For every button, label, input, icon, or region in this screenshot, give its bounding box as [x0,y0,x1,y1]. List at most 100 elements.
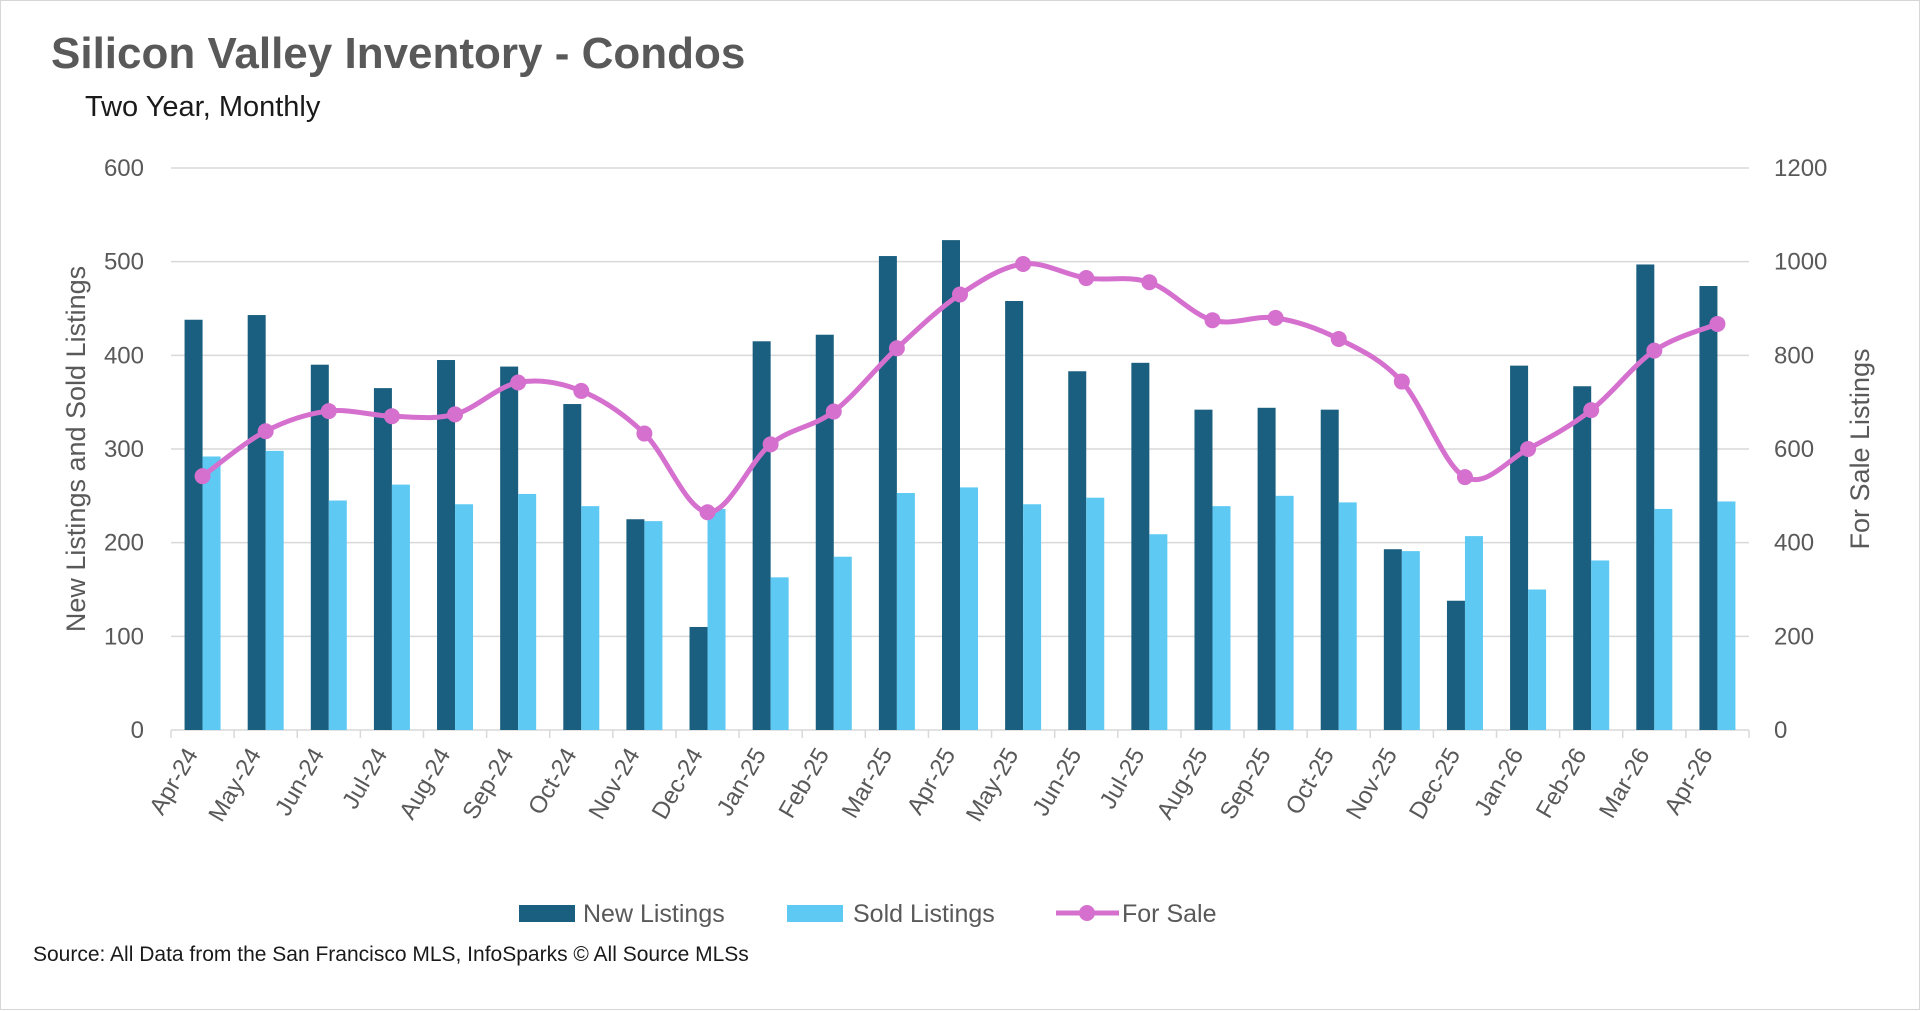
bar-sold-listings [960,487,978,730]
bar-new-listings [1068,371,1087,730]
for-sale-point [1709,315,1726,332]
bar-new-listings [1131,362,1150,730]
y2-tick-label: 600 [1774,436,1814,463]
bar-sold-listings [1149,534,1168,730]
x-tick-label: Sep-25 [1215,744,1277,825]
bar-new-listings [1257,407,1276,730]
x-tick-label: Apr-26 [1659,744,1718,820]
x-tick-label: Jun-24 [270,744,330,821]
bars [184,240,1736,730]
bar-sold-listings [455,504,474,730]
source-note: Source: All Data from the San Francisco … [33,943,749,966]
for-sale-point [1456,469,1473,486]
legend-item-new-listings: New Listings [519,900,725,928]
for-sale-point [1583,402,1600,419]
y2-tick-label: 1200 [1774,155,1827,182]
y-tick-label: 0 [131,717,144,744]
bar-new-listings [878,256,897,730]
for-sale-point [447,406,464,423]
bar-new-listings [437,360,456,730]
bar-sold-listings [1654,508,1673,730]
for-sale-line [194,256,1726,521]
x-tick-label: Oct-25 [1281,744,1340,820]
x-tick-label: Feb-25 [774,744,835,823]
bar-new-listings [184,319,203,730]
x-tick-label: Nov-25 [1341,744,1403,825]
y-axis-title: New Listings and Sold Listings [61,266,91,632]
bar-sold-listings [391,484,410,730]
x-tick-label: Jul-24 [337,744,393,814]
x-tick-label: Jul-25 [1094,744,1150,814]
x-tick-label: May-24 [203,744,266,827]
for-sale-point [636,425,653,442]
legend-label-for-sale: For Sale [1122,900,1216,928]
bar-sold-listings [1275,495,1294,730]
bar-new-listings [1699,286,1718,730]
bar-new-listings [373,388,392,730]
bar-sold-listings [896,493,915,730]
legend-label-new-listings: New Listings [583,900,725,928]
for-sale-point [888,340,905,357]
for-sale-point [320,403,337,420]
legend-item-sold-listings: Sold Listings [787,900,995,928]
legend-swatch-sold-listings [787,905,843,922]
x-tick-label: Aug-25 [1152,744,1214,825]
x-tick-label: Mar-25 [837,744,898,823]
bar-sold-listings [1023,504,1042,730]
legend-swatch-new-listings [519,905,575,922]
for-sale-point [510,374,527,391]
for-sale-point [1015,256,1032,273]
for-sale-point [1520,441,1537,457]
y2-tick-label: 200 [1774,623,1814,650]
for-sale-point [1393,373,1410,390]
bar-sold-listings [833,556,852,730]
y2-tick-label: 400 [1774,530,1814,557]
bar-sold-listings [1086,497,1105,730]
bar-sold-listings [1338,502,1357,730]
bar-new-listings [1383,549,1402,730]
for-sale-point [762,436,779,453]
bar-new-listings [1636,264,1655,730]
bar-new-listings [626,519,645,730]
bar-sold-listings [328,500,347,730]
bar-new-listings [752,341,771,730]
y-tick-label: 100 [104,623,144,650]
x-tick-label: Nov-24 [584,744,646,825]
x-tick-label: Apr-25 [902,744,961,820]
bar-sold-listings [202,456,221,730]
chart-title: Silicon Valley Inventory - Condos [51,29,746,78]
bar-new-listings [815,334,834,730]
for-sale-point [383,408,400,425]
x-tick-label: Jan-25 [712,744,772,821]
x-tick-label: Jan-26 [1469,744,1529,821]
chart-subtitle: Two Year, Monthly [85,91,321,123]
bar-sold-listings [518,493,537,730]
y-tick-label: 200 [104,530,144,557]
legend: New Listings Sold Listings For Sale [519,900,1216,928]
bar-new-listings [689,626,708,730]
bar-sold-listings [1401,551,1420,730]
bar-new-listings [1194,409,1213,730]
bar-new-listings [1005,301,1024,730]
bar-new-listings [1573,386,1592,730]
bar-new-listings [500,366,519,730]
bar-new-listings [563,404,582,730]
legend-label-sold-listings: Sold Listings [853,900,995,928]
bar-new-listings [1446,600,1465,730]
x-tick-label: Feb-26 [1531,744,1592,823]
x-tick-label: Aug-24 [394,744,456,825]
bar-new-listings [247,315,266,730]
for-sale-point [1646,342,1663,359]
bar-sold-listings [1717,501,1736,730]
y-tick-label: 400 [104,342,144,369]
legend-item-for-sale: For Sale [1056,900,1216,928]
x-tick-label: Jun-25 [1027,744,1087,821]
for-sale-point [1330,330,1347,347]
for-sale-point [1204,312,1221,329]
bar-sold-listings [644,521,663,730]
bar-sold-listings [707,508,726,730]
for-sale-point [1141,274,1158,291]
for-sale-point [952,286,968,303]
